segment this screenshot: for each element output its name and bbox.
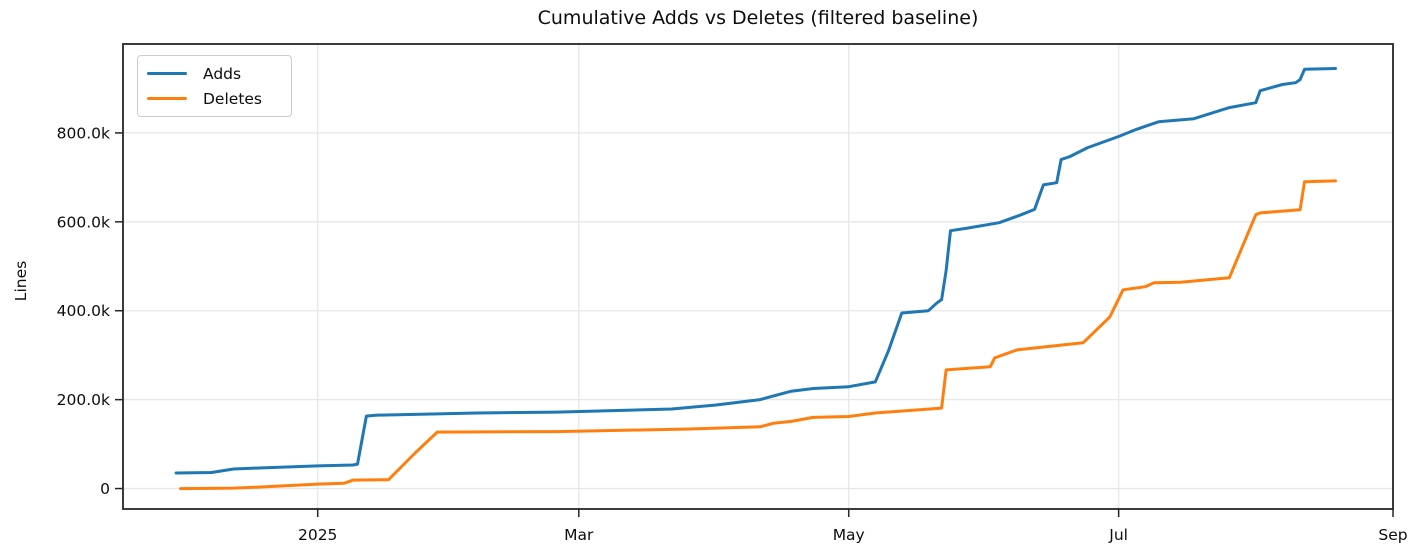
legend-label-deletes: Deletes bbox=[203, 89, 263, 108]
legend-item-adds: Adds bbox=[138, 65, 291, 83]
x-tick-label: 2025 bbox=[298, 526, 337, 544]
y-tick-label: 800.0k bbox=[57, 124, 110, 142]
legend-item-deletes: Deletes bbox=[138, 90, 291, 108]
x-tick-label: Jul bbox=[1108, 526, 1128, 544]
y-tick-label: 400.0k bbox=[57, 302, 110, 320]
legend-swatch-0 bbox=[147, 71, 187, 76]
x-tick-label: Mar bbox=[564, 526, 594, 544]
x-tick-label: May bbox=[833, 526, 865, 544]
legend-swatch-1 bbox=[147, 96, 187, 101]
chart-title: Cumulative Adds vs Deletes (filtered bas… bbox=[537, 7, 979, 29]
adds-line bbox=[174, 67, 1337, 475]
plot-border bbox=[122, 43, 1394, 510]
deletes-line bbox=[179, 179, 1337, 491]
legend: Adds Deletes bbox=[137, 55, 292, 117]
x-tick-label: Sep bbox=[1378, 526, 1407, 544]
y-tick-label: 600.0k bbox=[57, 213, 110, 231]
y-tick-label: 200.0k bbox=[57, 391, 110, 409]
y-tick-label: 0 bbox=[100, 480, 110, 498]
legend-label-adds: Adds bbox=[203, 64, 242, 83]
